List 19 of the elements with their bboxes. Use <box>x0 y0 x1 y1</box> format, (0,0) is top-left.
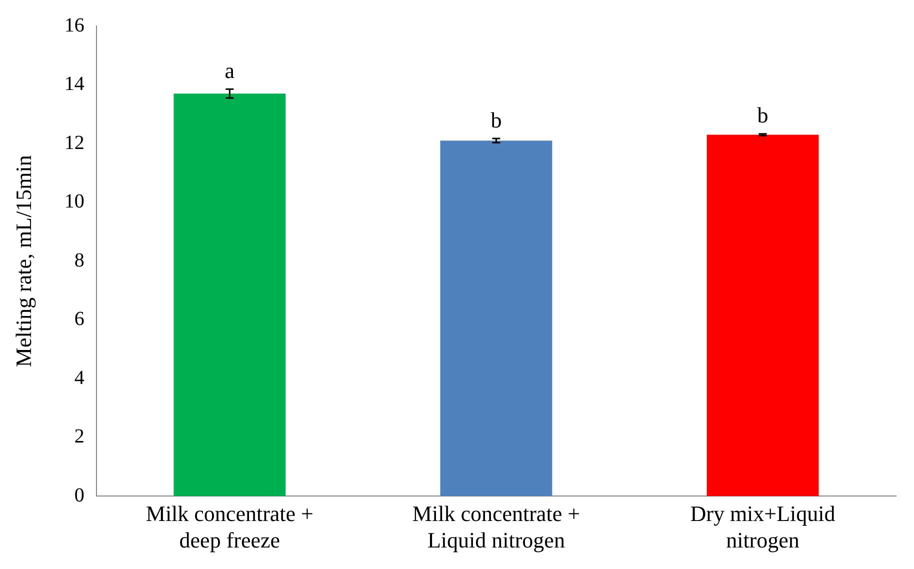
x-tick-label: Dry mix+Liquid nitrogen <box>690 501 836 553</box>
x-tick-label: Milk concentrate + Liquid nitrogen <box>412 501 580 553</box>
y-tick-label: 8 <box>74 249 84 272</box>
y-tick-label: 12 <box>64 132 84 154</box>
bar <box>174 94 286 496</box>
y-tick-label: 6 <box>74 308 84 330</box>
y-tick-label: 0 <box>74 484 84 506</box>
y-tick-label: 2 <box>74 426 84 448</box>
x-tick-label: Milk concentrate + deep freeze <box>146 501 314 553</box>
y-tick-label: 4 <box>74 366 84 389</box>
y-tick-label: 14 <box>64 73 84 96</box>
annotation: a <box>224 58 235 83</box>
bar <box>706 134 819 496</box>
bar <box>440 140 552 496</box>
annotation: b <box>490 107 502 132</box>
y-axis-title: Melting rate, mL/15min <box>10 155 36 368</box>
y-tick-label: 16 <box>64 14 84 36</box>
y-tick-label: 10 <box>64 190 84 213</box>
annotation: b <box>757 102 768 128</box>
